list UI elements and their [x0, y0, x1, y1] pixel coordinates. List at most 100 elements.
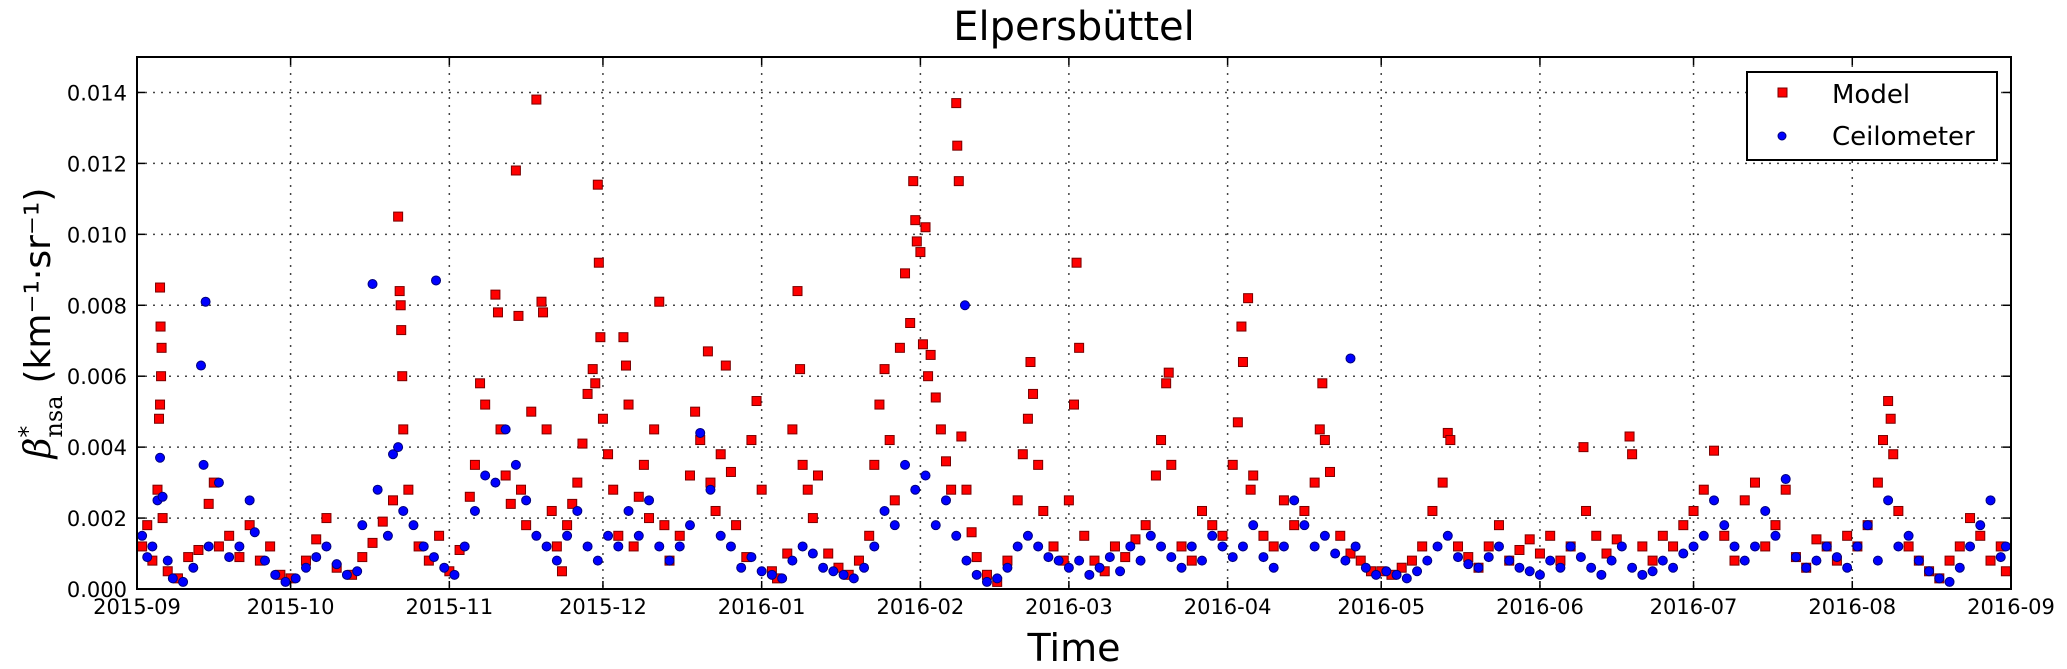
ceilometer-point: [1903, 530, 1914, 541]
model-point: [500, 470, 511, 481]
ceilometer-point: [1862, 520, 1873, 531]
model-point: [900, 268, 911, 279]
ceilometer-point: [582, 541, 593, 552]
ceilometer-point: [1616, 541, 1627, 552]
y-tick-label: 0.010: [67, 223, 127, 247]
model-point: [1069, 399, 1079, 410]
model-point: [702, 346, 713, 357]
model-point: [593, 257, 604, 268]
ceilometer-point: [1555, 562, 1566, 573]
model-point: [505, 498, 516, 509]
model-point: [213, 541, 224, 552]
model-point: [731, 520, 742, 531]
model-point: [1074, 342, 1085, 353]
model-point: [725, 466, 736, 477]
model-point: [567, 498, 578, 509]
model-point: [884, 435, 895, 446]
model-point: [546, 505, 557, 516]
ceilometer-point: [142, 552, 153, 563]
ceilometer-point: [1709, 495, 1720, 506]
model-point: [1688, 505, 1699, 516]
model-point: [1063, 495, 1074, 506]
model-point: [1729, 555, 1740, 566]
model-point: [1445, 435, 1456, 446]
model-point: [710, 505, 721, 516]
ceilometer-point: [1627, 562, 1638, 573]
model-point: [393, 211, 404, 222]
ceilometer-point: [705, 484, 716, 495]
ceilometer-point: [1586, 562, 1597, 573]
y-label-sup: *: [14, 426, 42, 438]
ceilometer-point: [249, 527, 260, 538]
model-point: [1427, 505, 1438, 516]
ceilometer-point: [1299, 520, 1310, 531]
model-point: [590, 378, 601, 389]
x-axis-label: Time: [1027, 626, 1121, 669]
model-point: [1545, 530, 1556, 541]
y-label-units: (km⁻¹·sr⁻¹): [18, 188, 59, 384]
model-point: [193, 544, 204, 555]
model-point: [746, 435, 757, 446]
model-point: [513, 310, 524, 321]
ceilometer-point: [1207, 530, 1218, 541]
ceilometer-point: [1924, 566, 1935, 577]
model-point: [1089, 555, 1100, 566]
model-point: [628, 541, 639, 552]
model-point: [183, 552, 194, 563]
model-point: [1236, 321, 1247, 332]
model-point: [1842, 530, 1853, 541]
ceilometer-point: [1237, 541, 1248, 552]
model-point: [930, 392, 941, 403]
model-point: [1245, 484, 1256, 495]
model-point: [1872, 477, 1883, 488]
ceilometer-point: [1166, 552, 1177, 563]
model-point: [156, 342, 167, 353]
model-point: [1071, 257, 1082, 268]
model-point: [853, 555, 864, 566]
ceilometer-point: [1432, 541, 1443, 552]
ceilometer-point: [178, 576, 189, 587]
model-point: [961, 484, 972, 495]
model-point: [1355, 555, 1366, 566]
model-point: [1207, 520, 1218, 531]
model-point: [475, 378, 486, 389]
y-tick-label: 0.008: [67, 294, 127, 318]
ceilometer-point: [1995, 552, 2006, 563]
model-point: [398, 424, 409, 435]
model-point: [1601, 548, 1612, 559]
ceilometer-point: [777, 573, 788, 584]
model-point: [137, 541, 148, 552]
model-point: [367, 537, 378, 548]
ceilometer-point: [1965, 541, 1976, 552]
ceilometer-point: [1821, 541, 1832, 552]
ceilometer-point: [1985, 495, 1996, 506]
ceilometer-point: [162, 555, 173, 566]
y-axis-label: β*nsa (km⁻¹·sr⁻¹): [14, 188, 68, 461]
model-point: [812, 470, 823, 481]
model-point: [618, 332, 629, 343]
model-point: [155, 282, 166, 293]
ceilometer-point: [234, 541, 245, 552]
model-point: [1611, 534, 1622, 545]
model-point: [1893, 505, 1904, 516]
ceilometer-point: [1115, 566, 1126, 577]
model-point: [1197, 505, 1208, 516]
x-tick-label: 2015-11: [405, 595, 493, 619]
ceilometer-point: [910, 484, 921, 495]
model-point: [905, 318, 916, 328]
model-point: [787, 424, 798, 435]
model-point: [582, 388, 593, 399]
ceilometer-point: [1074, 555, 1085, 566]
model-point: [1317, 378, 1328, 389]
ceilometer-point: [674, 541, 685, 552]
model-point: [1883, 396, 1894, 407]
ceilometer-point: [1545, 555, 1556, 566]
ceilometer-point: [1780, 474, 1791, 485]
model-point: [603, 449, 614, 460]
ceilometer-point: [684, 520, 695, 531]
ceilometer-point: [459, 541, 470, 552]
model-point: [1524, 534, 1535, 545]
ceilometer-point: [428, 552, 439, 563]
ceilometer-point: [1473, 562, 1484, 573]
model-point: [1698, 484, 1709, 495]
